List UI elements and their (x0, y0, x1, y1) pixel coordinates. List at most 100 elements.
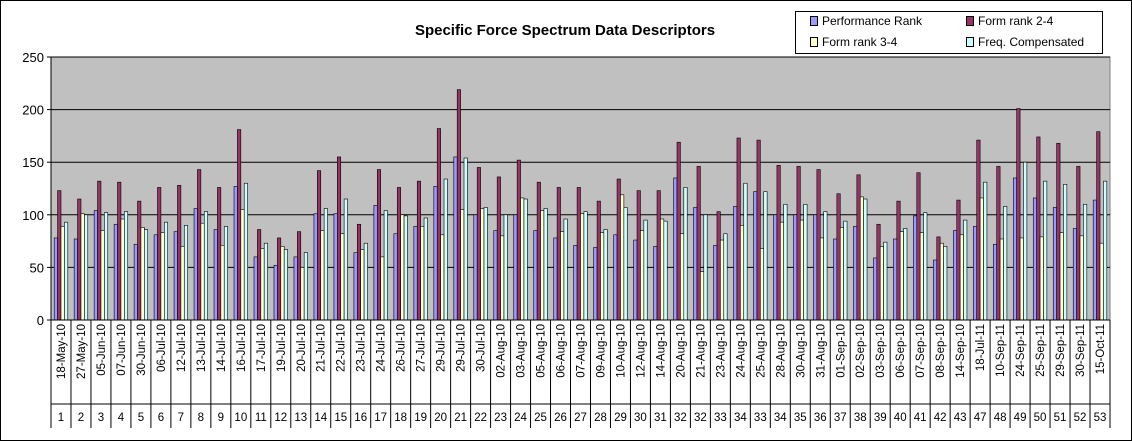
x-group-label: 29 (614, 412, 627, 424)
bar (80, 213, 85, 321)
bar (640, 230, 645, 321)
bar (983, 181, 988, 321)
x-tick-label: 17-Jul-10 (256, 324, 268, 372)
bar (993, 243, 998, 321)
x-tick-label: 31-Aug-10 (815, 324, 827, 378)
x-group-label: 14 (314, 412, 327, 424)
bars (53, 89, 1108, 321)
y-tick-label: 150 (22, 155, 44, 170)
x-group-label: 13 (294, 412, 307, 424)
bar (740, 225, 745, 321)
x-group-label: 16 (354, 412, 367, 424)
bar (317, 170, 322, 321)
bar (197, 169, 202, 321)
legend-label: Performance Rank (822, 14, 923, 28)
bar (1056, 142, 1061, 321)
x-group-label: 5 (138, 412, 144, 424)
x-tick-label: 30-Sep-11 (1075, 324, 1087, 377)
x-tick-label: 29-Jul-10 (456, 324, 468, 372)
x-group-label: 47 (974, 412, 987, 424)
bar (616, 178, 621, 321)
bar (1059, 232, 1064, 321)
x-group-label: 2 (78, 412, 84, 424)
x-group-label: 21 (454, 412, 467, 424)
bar (1063, 183, 1068, 321)
bar (760, 248, 765, 321)
x-group-label: 11 (255, 412, 267, 424)
y-tick-label: 100 (22, 208, 44, 223)
x-tick-label: 10-Aug-10 (615, 324, 627, 378)
x-group-label: 15 (334, 412, 347, 424)
bar (773, 214, 778, 321)
bar (320, 230, 325, 321)
bar (843, 220, 848, 321)
bar (563, 218, 568, 321)
bar (516, 159, 521, 321)
x-tick-label: 25-Sep-11 (1035, 324, 1047, 377)
x-tick-label: 02-Aug-10 (496, 324, 508, 378)
x-tick-label: 22-Jul-10 (336, 324, 348, 372)
bar (280, 246, 285, 321)
x-group-label: 53 (1094, 412, 1107, 424)
bar (923, 212, 928, 321)
bar (680, 233, 685, 321)
bar (360, 249, 365, 321)
x-group-label: 1 (58, 412, 64, 424)
bar (956, 199, 961, 321)
bar (813, 214, 818, 321)
bar (233, 186, 238, 321)
x-tick-label: 18-Jul-11 (975, 324, 987, 371)
legend-swatch (810, 37, 818, 47)
bar (217, 187, 222, 321)
bar (443, 178, 448, 321)
legend-item-freq-compensated: Freq. Compensated (966, 35, 1084, 49)
bar (696, 166, 701, 321)
bar (943, 246, 948, 321)
bar (293, 256, 298, 321)
legend-item-form-rank-3-4: Form rank 3-4 (810, 35, 897, 49)
legend-label: Freq. Compensated (978, 35, 1085, 49)
bar (883, 241, 888, 321)
bar (157, 187, 162, 321)
bar (423, 217, 428, 321)
x-tick-label: 16-Jul-10 (236, 324, 248, 372)
bar (337, 156, 342, 321)
bar (676, 141, 681, 321)
x-tick-label: 06-Aug-10 (556, 324, 568, 378)
bar (543, 208, 548, 321)
bar (163, 221, 168, 321)
bar (1052, 207, 1057, 321)
x-group-label: 34 (734, 412, 747, 424)
bar (463, 157, 468, 321)
bar (560, 231, 565, 321)
x-tick-label: 12-Jul-10 (176, 324, 188, 372)
bar (1036, 136, 1041, 321)
bar (683, 187, 688, 321)
bar (736, 137, 741, 321)
x-tick-label: 05-Jun-10 (96, 324, 108, 376)
x-group-label: 10 (234, 412, 247, 424)
x-tick-label: 05-Aug-10 (536, 324, 548, 378)
legend-item-performance-rank: Performance Rank (810, 14, 922, 28)
x-tick-label: 06-Jul-10 (156, 324, 168, 372)
x-group-label: 22 (474, 412, 487, 424)
x-tick-label: 01-Sep-10 (835, 324, 847, 378)
legend-item-form-rank-2-4: Form rank 2-4 (966, 14, 1053, 28)
x-tick-label: 02-Sep-10 (855, 324, 867, 378)
bar (783, 203, 788, 321)
x-group-label: 33 (754, 412, 767, 424)
bar (403, 215, 408, 321)
x-group-label: 12 (274, 412, 287, 424)
x-tick-label: 30-Jul-10 (476, 324, 488, 372)
bar (936, 236, 941, 321)
bar (260, 248, 265, 321)
bar (583, 211, 588, 321)
x-tick-label: 14-Jul-10 (216, 324, 228, 372)
x-group-label: 37 (834, 412, 847, 424)
x-group-label: 32 (674, 412, 687, 424)
bar (859, 196, 864, 321)
bar (620, 194, 625, 321)
y-tick-label: 0 (37, 313, 44, 328)
bar (823, 211, 828, 321)
